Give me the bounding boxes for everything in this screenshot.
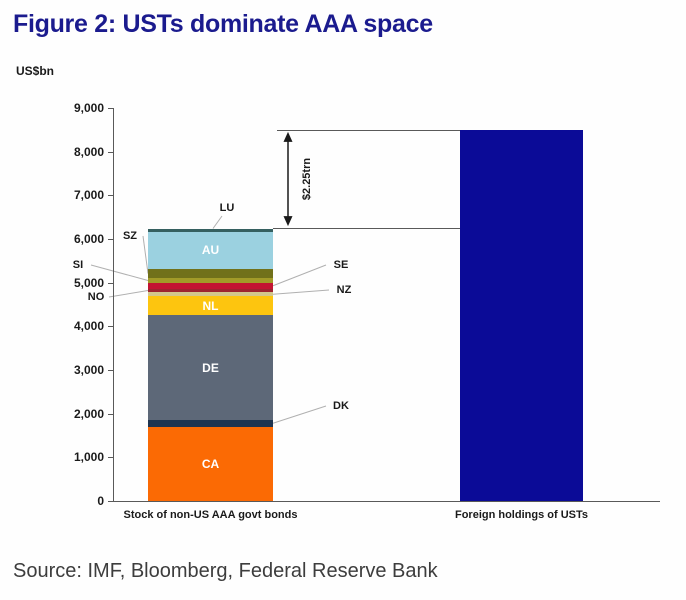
y-axis-tick <box>108 151 113 153</box>
callout-label-NZ: NZ <box>336 284 352 296</box>
y-axis-tick <box>108 282 113 284</box>
y-axis-tick <box>108 108 113 109</box>
x-axis-line <box>113 501 660 502</box>
y-axis-tick-label: 0 <box>97 494 104 508</box>
y-axis-tick-label: 6,000 <box>73 232 104 246</box>
y-axis-tick <box>108 239 113 240</box>
y-axis-line <box>113 108 114 502</box>
ref-line-ust-level <box>277 129 460 131</box>
callout-label-LU: LU <box>219 202 235 214</box>
segment-label-CA: CA <box>201 456 220 471</box>
y-axis-tick <box>108 413 113 415</box>
annotation-label: $2.25trn <box>301 157 313 201</box>
y-axis-tick-label: 1,000 <box>73 450 104 465</box>
figure-title: Figure 2: USTs dominate AAA space <box>13 10 433 38</box>
segment-CA: CA <box>148 426 273 501</box>
segment-NZ <box>148 292 273 297</box>
y-axis-tick-label: 7,000 <box>73 188 104 203</box>
y-axis-tick-label: 4,000 <box>73 319 104 334</box>
callout-label-NO: NO <box>87 291 105 303</box>
segment-DE: DE <box>148 315 273 420</box>
source-note: Source: IMF, Bloomberg, Federal Reserve … <box>13 560 438 582</box>
segment-LU <box>148 228 273 232</box>
segment-label-NL: NL <box>202 298 219 313</box>
leader-line-LU <box>212 215 223 229</box>
y-axis-tick <box>108 195 113 197</box>
segment-NO <box>148 288 273 293</box>
y-axis-tick-label: 2,000 <box>73 406 104 421</box>
callout-label-DK: DK <box>333 400 349 412</box>
segment-label-AU: AU <box>201 243 220 258</box>
y-axis-tick <box>108 370 113 371</box>
y-axis-tick-label: 8,000 <box>73 144 104 159</box>
ref-line-stacked-total <box>273 228 460 230</box>
y-axis-tick <box>108 326 113 328</box>
segment-DK <box>148 419 273 427</box>
leader-line-NO <box>108 290 149 298</box>
leader-line-DK <box>272 405 327 424</box>
y-axis-tick-label: 5,000 <box>73 275 104 290</box>
callout-label-SI: SI <box>72 259 84 271</box>
category-label-ust: Foreign holdings of USTs <box>454 509 588 521</box>
y-axis-tick-label: 9,000 <box>73 101 104 115</box>
callout-label-SZ: SZ <box>122 230 138 242</box>
ust-holdings-bar <box>460 129 583 501</box>
segment-AU: AU <box>148 231 273 269</box>
annotation-arrowhead-up <box>283 131 293 142</box>
segment-SI <box>148 278 273 283</box>
leader-line-SE <box>272 264 327 287</box>
segment-SZ <box>148 268 273 279</box>
annotation-arrowhead-down <box>283 216 293 227</box>
chart-area: 0 1,000 2,000 3,000 4,000 5,000 6,000 7,000 8,00… <box>72 101 660 521</box>
category-label-stacked: Stock of non-US AAA govt bonds <box>123 509 298 521</box>
segment-NL: NL <box>148 296 273 316</box>
leader-line-NZ <box>272 289 330 295</box>
y-axis-tick-label: 3,000 <box>73 363 104 377</box>
y-axis-unit-label: US$bn <box>16 64 55 78</box>
y-axis-tick <box>108 457 113 459</box>
segment-SE <box>148 282 273 289</box>
segment-label-DE: DE <box>202 360 219 375</box>
callout-label-SE: SE <box>333 259 349 271</box>
y-axis-tick <box>108 501 113 502</box>
